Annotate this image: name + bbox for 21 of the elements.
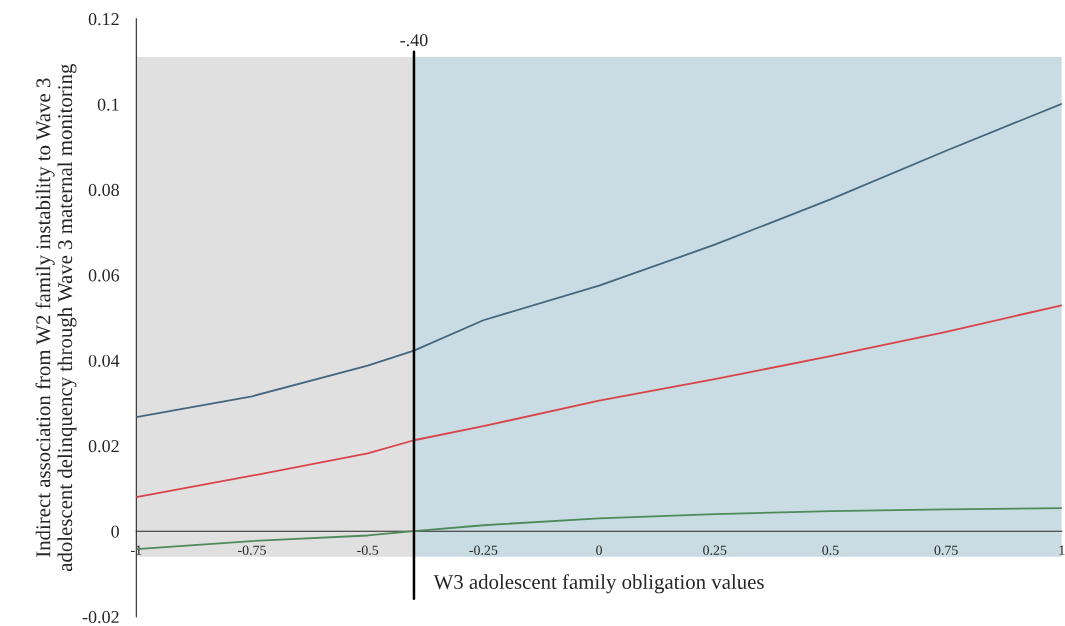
y-tick-label: 0.12 [88, 13, 119, 26]
y-tick-label: 0.06 [88, 269, 120, 282]
x-tick-label: 0.25 [703, 545, 727, 555]
x-tick-label: -0.25 [469, 545, 498, 555]
x-tick-label: 0.5 [822, 545, 839, 555]
y-tick-label: 0.02 [88, 440, 119, 453]
line-series [136, 102, 1062, 419]
y-tick-label: 0 [111, 525, 119, 538]
x-axis-title: W3 adolescent family obligation values [433, 574, 764, 594]
x-tick-label: 0 [596, 545, 603, 555]
y-tick-label: -0.02 [82, 610, 119, 624]
x-tick-label: -0.75 [238, 545, 266, 555]
x-tick-label: -0.5 [357, 545, 379, 555]
y-tick-label: 0.04 [88, 354, 120, 367]
x-tick-label: 1 [1059, 545, 1065, 555]
line-series [136, 304, 1062, 498]
ref-line-label: -.40 [400, 34, 428, 47]
y-tick-label: 0.08 [88, 183, 119, 197]
x-tick-label: 0.75 [934, 545, 958, 555]
y-tick-label: 0.1 [97, 98, 119, 111]
y-axis-title: Indirect association from W2 family instability to Wave 3 adolescent delinquency through Wave 3 maternal monitoring [35, 63, 77, 572]
